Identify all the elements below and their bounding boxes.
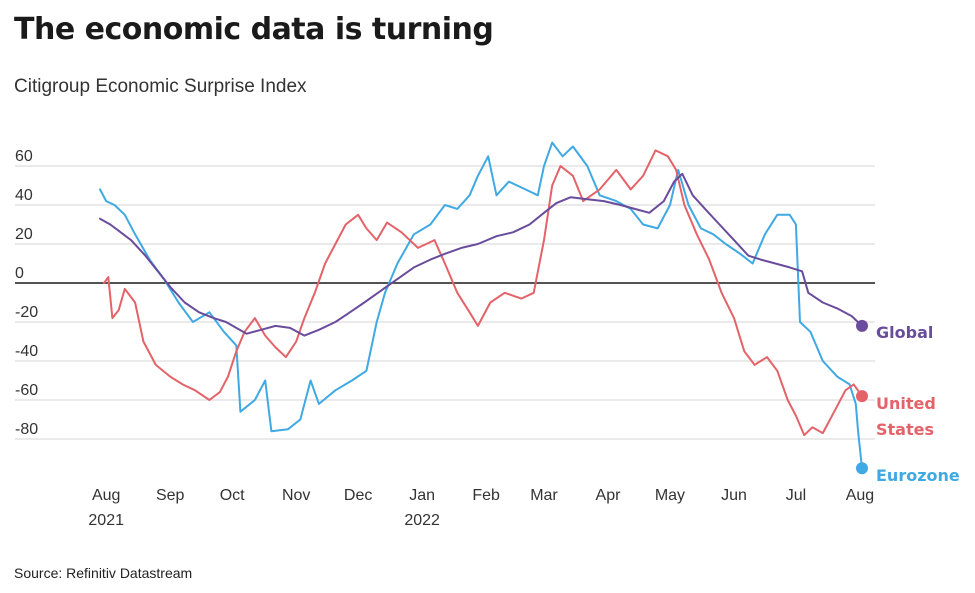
x-tick-label: Aug bbox=[92, 487, 120, 504]
y-tick-label: -20 bbox=[15, 304, 38, 321]
series-line-global bbox=[99, 172, 863, 337]
x-tick-label: Feb bbox=[472, 487, 500, 504]
series-line-eurozone bbox=[99, 141, 863, 470]
x-tick-label: Sep bbox=[156, 487, 185, 504]
x-tick-label: Dec bbox=[344, 487, 372, 504]
x-tick-label: May bbox=[655, 487, 685, 504]
chart-subtitle: Citigroup Economic Surprise Index bbox=[14, 76, 307, 97]
series-endpoint-eurozone bbox=[856, 462, 868, 475]
series-label-united-states: United bbox=[876, 394, 936, 413]
series-lines bbox=[99, 141, 868, 475]
series-label-global: Global bbox=[876, 323, 933, 342]
x-tick-year: 2021 bbox=[88, 512, 124, 529]
gridlines bbox=[15, 165, 875, 440]
x-tick-label: Jul bbox=[786, 487, 806, 504]
x-tick-label: Jan bbox=[409, 487, 435, 504]
y-tick-label: -40 bbox=[15, 343, 38, 360]
x-axis-ticks: Aug 2021 Sep Oct Nov Dec Jan 2022 Feb Mar Apr May Ju… bbox=[88, 487, 874, 529]
x-tick-label: Nov bbox=[282, 487, 310, 504]
series-endpoint-united-states bbox=[856, 390, 868, 403]
series-endpoint-global bbox=[856, 319, 868, 332]
x-tick-label: Apr bbox=[596, 487, 622, 504]
y-axis-ticks: 60 40 20 0 -20 -40 -60 -80 bbox=[15, 148, 38, 438]
chart-title: The economic data is turning bbox=[14, 12, 494, 47]
x-tick-label: Oct bbox=[220, 487, 245, 504]
y-tick-label: -60 bbox=[15, 382, 38, 399]
source-note: Source: Refinitiv Datastream bbox=[14, 565, 193, 581]
y-tick-label: 60 bbox=[15, 148, 33, 165]
x-tick-label: Jun bbox=[721, 487, 747, 504]
y-tick-label: -80 bbox=[15, 421, 38, 438]
series-line-united-states bbox=[103, 149, 863, 437]
series-end-labels: Eurozone United States Global bbox=[876, 323, 960, 485]
x-tick-label: Mar bbox=[530, 487, 558, 504]
x-tick-year: 2022 bbox=[404, 512, 440, 529]
y-tick-label: 0 bbox=[15, 265, 24, 282]
y-tick-label: 20 bbox=[15, 226, 33, 243]
y-tick-label: 40 bbox=[15, 187, 33, 204]
series-label-united-states: States bbox=[876, 420, 934, 439]
series-label-eurozone: Eurozone bbox=[876, 466, 960, 485]
x-tick-label: Aug bbox=[846, 487, 874, 504]
